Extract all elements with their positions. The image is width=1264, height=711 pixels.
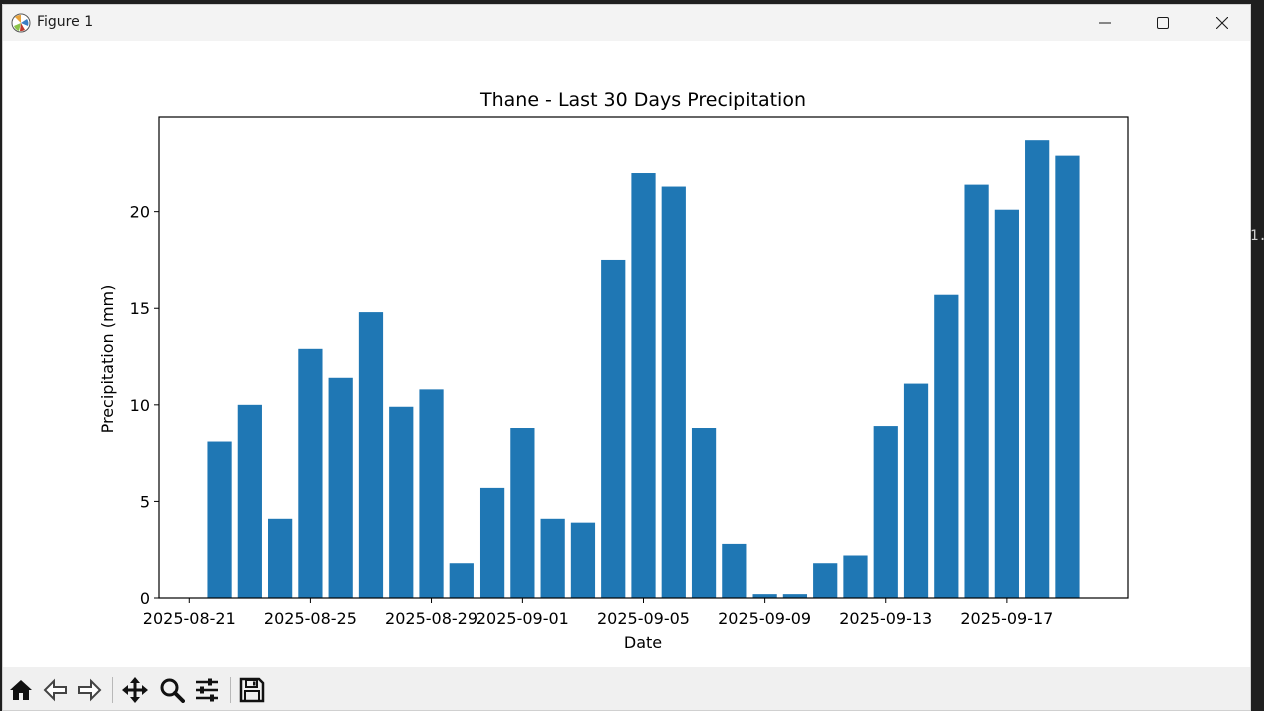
bar (994, 209, 1019, 598)
bar (540, 518, 565, 598)
navigation-toolbar (3, 667, 1250, 710)
bar (419, 389, 444, 598)
bar (479, 487, 505, 598)
pan-button[interactable] (120, 675, 150, 705)
bar (691, 428, 717, 598)
zoom-icon (160, 678, 185, 703)
x-tick-label: 2025-08-25 (264, 609, 357, 628)
x-tick-label: 2025-08-29 (385, 609, 478, 628)
bar (1025, 140, 1050, 598)
save-button[interactable] (237, 675, 267, 705)
bar (813, 563, 838, 598)
zoom-button[interactable] (157, 675, 187, 705)
chart-title: Thane - Last 30 Days Precipitation (479, 89, 806, 111)
bar (389, 406, 414, 598)
figure-window: Figure 1 Thane - Last 30 Days Precipitat… (2, 4, 1251, 711)
bar (237, 404, 262, 598)
bar-group (207, 140, 1080, 599)
y-tick-label: 10 (130, 396, 150, 415)
bar (328, 377, 353, 598)
back-icon (43, 678, 67, 702)
y-axis-ticks: 0 5 10 15 20 (130, 203, 159, 608)
bar (873, 426, 898, 598)
window-title: Figure 1 (37, 14, 94, 30)
pan-icon (122, 677, 148, 703)
forward-button[interactable] (74, 675, 104, 705)
home-icon (10, 680, 32, 700)
maximize-icon (1157, 17, 1169, 29)
background-text-fragment: 1. (1250, 228, 1264, 244)
bar (358, 312, 384, 598)
y-tick-label: 5 (140, 492, 150, 511)
precipitation-bar-chart: Thane - Last 30 Days Precipitation Preci… (98, 89, 1129, 652)
bar (903, 383, 929, 598)
bar (661, 186, 686, 599)
bar (722, 543, 747, 598)
axes-frame (158, 116, 1129, 599)
bar (449, 563, 474, 598)
bar (1055, 155, 1080, 598)
bar (510, 428, 535, 598)
y-tick-label: 20 (130, 203, 150, 222)
bar (207, 441, 232, 598)
close-button[interactable] (1193, 5, 1250, 41)
bar (934, 294, 959, 598)
home-button[interactable] (6, 675, 36, 705)
x-tick-label: 2025-09-01 (476, 609, 569, 628)
close-icon (1216, 17, 1228, 29)
x-tick-label: 2025-09-17 (960, 609, 1053, 628)
x-tick-label: 2025-09-13 (839, 609, 932, 628)
configure-subplots-icon (196, 678, 218, 702)
bar (570, 522, 596, 598)
bar (601, 259, 626, 598)
bar (782, 594, 808, 598)
y-axis-label: Precipitation (mm) (98, 285, 117, 434)
x-tick-label: 2025-08-21 (143, 609, 236, 628)
matplotlib-app-icon (11, 13, 31, 33)
minimize-icon (1099, 22, 1111, 24)
forward-icon (78, 678, 102, 702)
y-tick-label: 0 (140, 589, 150, 608)
bar (843, 555, 868, 598)
bar (631, 173, 656, 598)
bar (964, 184, 989, 599)
back-button[interactable] (41, 675, 71, 705)
title-bar[interactable]: Figure 1 (3, 5, 1250, 41)
x-axis-label: Date (624, 633, 662, 652)
toolbar-separator (230, 677, 231, 703)
x-tick-label: 2025-09-09 (718, 609, 811, 628)
bar (752, 594, 777, 598)
y-tick-label: 15 (130, 299, 150, 318)
x-tick-label: 2025-09-05 (597, 609, 690, 628)
bar (298, 348, 323, 598)
toolbar-separator (112, 677, 113, 703)
figure-canvas[interactable]: Thane - Last 30 Days Precipitation Preci… (3, 41, 1250, 667)
configure-subplots-button[interactable] (192, 675, 222, 705)
x-axis-ticks: 2025-08-21 2025-08-25 2025-08-292025-09-01… (143, 598, 1053, 628)
minimize-button[interactable] (1076, 5, 1134, 41)
bar (268, 518, 293, 598)
maximize-button[interactable] (1134, 5, 1192, 41)
save-icon (239, 677, 265, 703)
